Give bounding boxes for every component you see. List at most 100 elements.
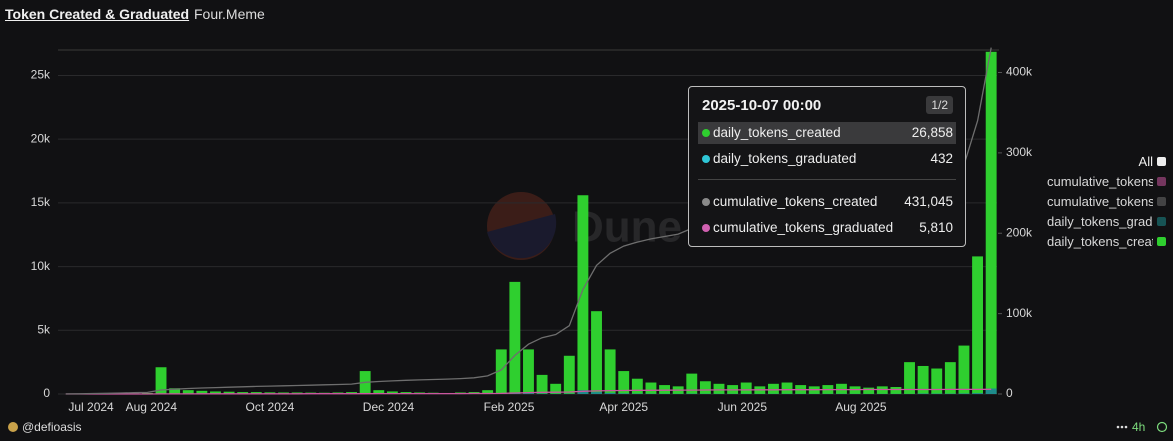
tooltip-name: cumulative_tokens_created [713,194,878,209]
tooltip-page[interactable]: 1/2 [926,96,953,114]
bar [740,382,752,394]
tooltip-name: daily_tokens_created [713,125,841,140]
bar [509,281,521,394]
x-tick-label: Apr 2025 [599,400,648,414]
chart-source: Four.Meme [194,6,265,22]
author[interactable]: @defioasis [8,420,82,434]
bar [591,392,602,394]
plot: 0 5k 10k 15k 20k 25k 0 100k 200k 300k 400k Jul 2024… [31,47,1033,414]
bar [495,349,507,394]
tooltip-value: 432 [930,151,953,166]
legend-label: daily_tokens_graduated [1047,214,1153,229]
watermark-logo-part [487,214,557,259]
watermark-logo [487,192,555,260]
legend-label: daily_tokens_created [1047,234,1153,249]
legend-swatch [1157,237,1166,246]
legend-item[interactable]: cumulative_tokens_graduated [1040,172,1168,192]
x-tick-label: Aug 2024 [126,400,178,414]
bar [876,386,888,394]
menu-dot [1120,425,1124,429]
y-tick-label: 15k [31,195,51,209]
legend-all[interactable]: All [1040,152,1168,172]
bar [604,392,616,394]
bar [904,362,915,394]
bar [958,345,970,394]
bar [699,381,711,394]
watermark-text: Dune [572,203,682,252]
bar [972,256,984,394]
author-avatar [8,422,18,432]
legend-swatch [1157,217,1166,226]
bar [767,383,779,394]
bar [373,390,385,394]
y-tick-label: 20k [31,131,51,145]
tooltip-dot [702,224,710,232]
bar [536,374,548,394]
bar [523,349,534,394]
bar [917,365,929,394]
tooltip-name: daily_tokens_graduated [713,151,857,166]
bar [196,390,208,394]
x-tick-label: Aug 2025 [835,400,887,414]
bar [550,383,562,394]
bar [836,383,847,394]
legend-swatch [1157,177,1166,186]
legend-all-swatch [1157,157,1166,166]
bar [645,382,657,394]
bar [482,390,494,394]
tooltip-row: cumulative_tokens_created 431,045 [698,191,956,213]
bar [659,385,671,394]
y2-tick-label: 100k [1006,306,1033,320]
tooltip-value: 5,810 [919,220,953,235]
bar [686,373,698,394]
menu-dot [1124,425,1128,429]
bar [604,349,616,394]
bar [985,388,997,394]
bar [563,355,575,394]
legend-label: cumulative_tokens_created [1047,194,1153,209]
line [65,388,992,395]
bar [618,371,630,394]
legend-all-label: All [1138,154,1153,169]
legend: All cumulative_tokens_graduated cumulativ… [1040,152,1168,252]
bar [386,391,398,394]
legend-item[interactable]: cumulative_tokens_created [1040,192,1168,212]
x-tick-label: Feb 2025 [484,400,535,414]
bar [223,391,235,394]
bar [182,390,194,394]
bar [237,392,249,394]
tooltip-dot [702,155,710,163]
x-tick-label: Dec 2024 [363,400,415,414]
author-name: @defioasis [22,420,82,434]
bar [591,311,602,394]
bar [781,382,793,394]
legend-swatch [1157,197,1166,206]
tooltip-row: cumulative_tokens_graduated 5,810 [698,217,956,239]
y-tick-label: 5k [37,322,51,336]
tooltip-dot [702,198,710,206]
tooltip-row: daily_tokens_created 26,858 [698,122,956,144]
bar [890,386,902,394]
bar [958,393,970,394]
bar [536,393,548,394]
tooltip-value: 26,858 [911,125,953,140]
x-tick-label: Jul 2024 [68,400,114,414]
bar [155,367,167,394]
legend-label: cumulative_tokens_graduated [1047,174,1153,189]
watermark: Dune [487,192,682,260]
bar [985,51,997,395]
y2-tick-label: 400k [1006,65,1033,79]
bar [523,392,534,394]
chart-title[interactable]: Token Created & Graduated [5,6,190,22]
legend-item[interactable]: daily_tokens_created [1040,232,1168,252]
x-tick-label: Oct 2024 [246,400,295,414]
refresh-age: 4h [1132,420,1146,434]
bar [713,383,725,394]
y-tick-label: 10k [31,259,51,273]
tooltip-row: daily_tokens_graduated 432 [698,148,956,170]
bar [863,387,875,394]
legend-item[interactable]: daily_tokens_graduated [1040,212,1168,232]
bar [169,388,181,394]
